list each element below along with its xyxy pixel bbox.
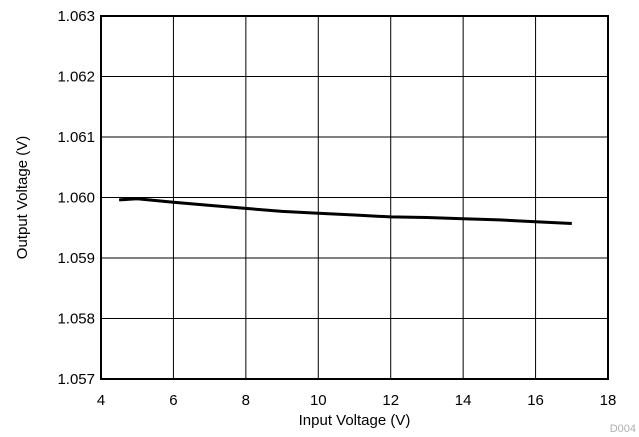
plot-frame — [100, 15, 609, 380]
x-axis-title: Input Voltage (V) — [299, 412, 411, 429]
y-tick-label: 1.058 — [57, 311, 95, 328]
y-tick-label: 1.057 — [57, 371, 95, 388]
y-tick-label: 1.063 — [57, 8, 95, 25]
series-layer — [119, 197, 572, 225]
x-tick-label: 18 — [600, 392, 617, 409]
grid-lines — [100, 15, 609, 380]
x-tick-labels: 4 6 8 10 12 14 16 18 — [97, 392, 617, 409]
x-tick-label: 8 — [242, 392, 250, 409]
y-tick-labels: 1.057 1.058 1.059 1.060 1.061 1.062 1.063 — [57, 8, 95, 388]
x-tick-label: 6 — [169, 392, 177, 409]
x-tick-label: 16 — [527, 392, 544, 409]
x-tick-label: 12 — [382, 392, 399, 409]
y-tick-label: 1.059 — [57, 250, 95, 267]
x-tick-label: 10 — [310, 392, 327, 409]
y-axis-title: Output Voltage (V) — [14, 136, 31, 259]
figure-id: D004 — [610, 423, 636, 435]
y-tick-label: 1.061 — [57, 129, 95, 146]
x-tick-label: 14 — [455, 392, 472, 409]
y-tick-label: 1.060 — [57, 190, 95, 207]
y-tick-label: 1.062 — [57, 69, 95, 86]
x-tick-label: 4 — [97, 392, 105, 409]
series-line — [119, 197, 572, 225]
